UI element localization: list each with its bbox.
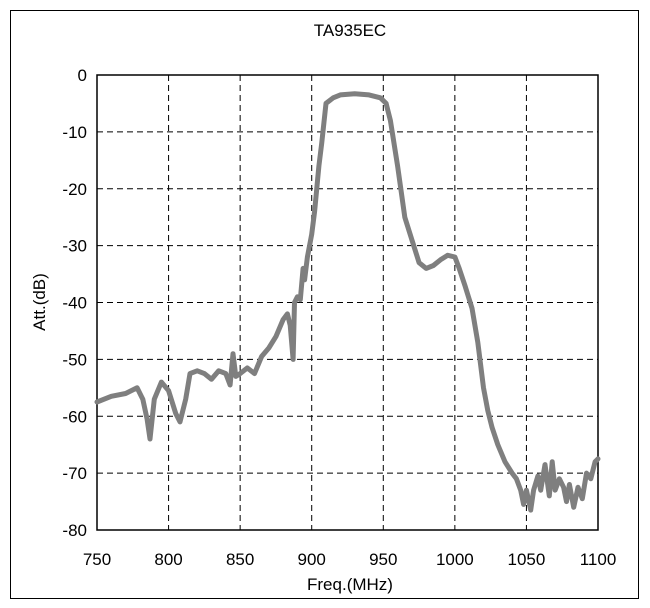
y-tick-label: -70	[62, 464, 87, 483]
x-tick-label: 750	[83, 550, 111, 569]
x-tick-label: 1100	[580, 550, 617, 569]
x-tick-label: 800	[154, 550, 182, 569]
y-tick-label: -30	[62, 237, 87, 256]
y-axis: 0 -10 -20 -30 -40 -50 -60 -70 -80	[62, 66, 87, 540]
y-axis-label: Att.(dB)	[30, 273, 49, 331]
plot-area	[96, 74, 599, 531]
x-tick-label: 950	[369, 550, 397, 569]
y-tick-label: -60	[62, 407, 87, 426]
chart-title: TA935EC	[314, 21, 386, 40]
x-axis-label: Freq.(MHz)	[307, 575, 393, 594]
y-tick-label: -10	[62, 123, 87, 142]
series-group	[94, 91, 601, 513]
y-tick-label: 0	[78, 66, 87, 85]
chart-border	[10, 10, 639, 599]
x-tick-label: 900	[298, 550, 326, 569]
x-tick-label: 1050	[508, 550, 546, 569]
y-tick-label: -50	[62, 350, 87, 369]
series-line	[94, 91, 601, 513]
y-tick-label: -40	[62, 294, 87, 313]
x-tick-label: 1000	[436, 550, 474, 569]
x-tick-label: 850	[226, 550, 254, 569]
x-axis: 750 800 850 900 950 1000 1050 1100	[83, 550, 616, 569]
y-tick-label: -20	[62, 180, 87, 199]
y-tick-label: -80	[62, 521, 87, 540]
